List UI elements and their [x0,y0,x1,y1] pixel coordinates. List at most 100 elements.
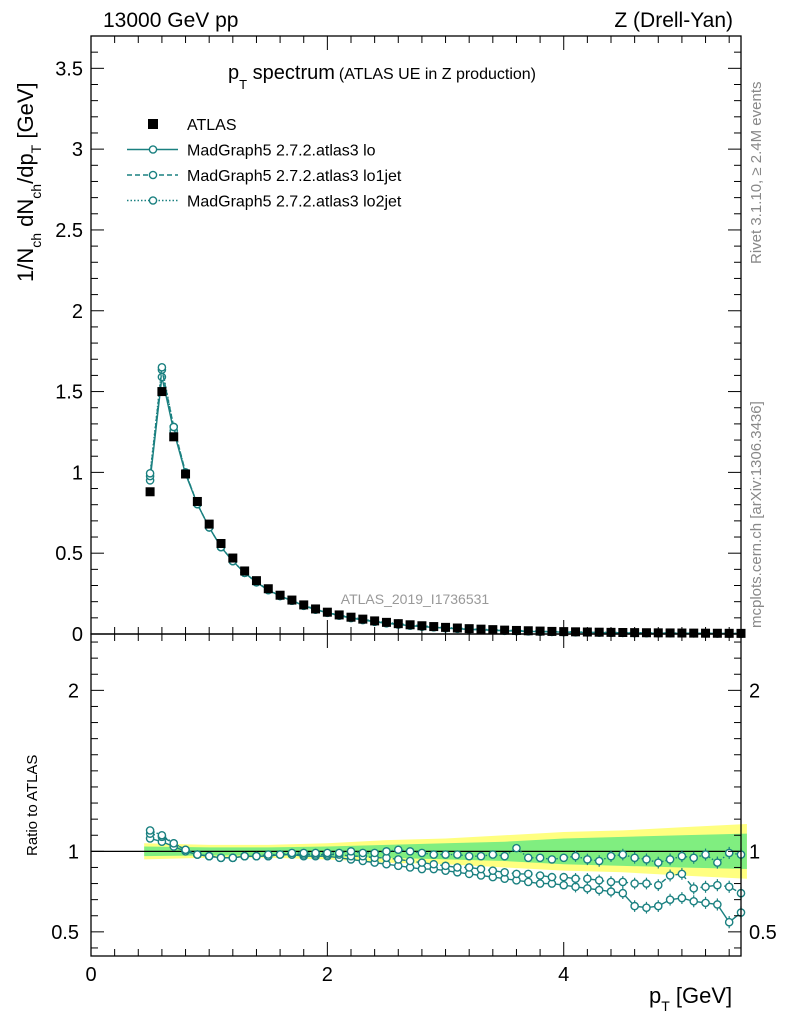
ratio-y-tick-label-right: 1 [749,841,760,863]
ratio-mc-point [252,851,261,861]
ratio-mc-point [665,895,675,904]
ratio-mc-point [689,896,699,906]
main-y-ticks: 0 0.5 1 1.5 2 2.5 3 3.5 [55,51,741,646]
ratio-mc-point [653,901,663,911]
ratio-mc-point [523,853,533,863]
main-panel: 0 0.5 1 1.5 2 2.5 3 3.5 [55,35,746,646]
ratio-mc-point [323,848,332,858]
main-data-point [665,628,675,638]
ratio-mc-point [523,877,533,887]
main-data-point [275,590,285,600]
main-data-point [689,628,699,638]
ratio-mc-point [653,858,663,867]
main-data-point [405,620,415,630]
ratio-mc-point [713,858,722,867]
main-data-point [641,628,651,638]
ratio-mc-point [724,882,734,892]
ratio-mc-point [476,864,486,874]
ratio-mc-point [724,848,734,858]
ratio-mc-point [157,830,167,840]
ratio-mc-point [263,850,273,859]
ratio-frame [90,633,742,957]
legend-marker [148,196,158,205]
main-data-point [547,626,557,636]
ratio-mc-point [275,850,285,859]
ratio-mc-point [547,855,557,864]
ratio-y-tick-label-right: 2 [749,680,760,702]
plot-title: pT spectrum (ATLAS UE in Z production) [228,62,536,92]
main-mc-point [145,468,155,478]
ratio-mc-point [417,848,427,858]
ratio-y-tick-label-right: 0.5 [749,922,777,944]
ratio-mc-point [677,893,687,903]
ratio-mc-point [476,851,486,861]
ratio-mc-point [665,871,675,880]
main-data-point [381,617,391,627]
ratio-y-tick-label: 1 [68,841,79,863]
ratio-mc-point [547,872,557,882]
main-mc-point [157,363,167,372]
y-tick-label: 3 [72,139,83,161]
main-data-point [334,610,344,620]
main-series-line [149,367,742,635]
ratio-mc-point [583,884,592,893]
ratio-mc-point [382,847,391,856]
ratio-y-tick-label: 0.5 [51,922,79,944]
ratio-mc-point [642,903,651,913]
ratio-mc-point [311,848,320,858]
ratio-mc-point [405,847,415,856]
ratio-mc-point [181,845,190,855]
ratio-mc-point [216,853,226,863]
main-data-point [618,627,628,637]
y-tick-label: 3.5 [55,58,83,80]
main-data-point [299,600,309,610]
main-data-point [322,607,332,617]
ratio-mc-point [606,877,616,887]
main-mc-point [169,422,179,432]
main-data-point [228,553,238,563]
ratio-mc-point [583,874,592,884]
ratio-mc-point [145,826,155,835]
ratio-series-layer [145,826,746,929]
ratio-mc-point [488,866,498,875]
ratio-mc-point [334,848,344,858]
y-tick-label: 2 [72,301,83,323]
ratio-mc-point [618,850,628,859]
main-data-point [240,566,250,576]
ratio-mc-point [429,850,439,859]
x-tick-label: 2 [322,964,333,986]
ratio-mc-point [488,850,498,859]
main-data-point [370,616,380,626]
main-data-point [181,469,191,479]
main-data-point [571,627,581,637]
ratio-mc-point [429,859,439,869]
ratio-mc-point [405,856,415,866]
ratio-y-axis-label: Ratio to ATLAS [24,755,41,856]
ratio-mc-point [240,851,249,861]
main-data-point [594,627,604,637]
main-data-point [358,614,368,624]
x-tick-label: 4 [558,964,569,986]
ratio-mc-point [287,848,297,858]
x-axis-label: pT [GeV] [649,983,732,1014]
main-data-point [393,619,403,629]
ratio-mc-point [441,850,450,859]
ratio-mc-point [193,850,202,859]
x-tick-label: 0 [85,964,96,986]
ratio-mc-point [594,885,604,895]
ratio-mc-point [689,884,699,893]
ratio-mc-point [500,851,509,861]
ratio-mc-point [559,880,569,890]
main-x-ticks [90,36,730,634]
ratio-mc-point [393,845,403,855]
ratio-mc-point [713,900,722,909]
y-tick-label: 1 [72,462,83,484]
legend-data-marker [148,119,158,129]
main-data-point [251,576,261,586]
ratio-mc-point [417,858,427,867]
ratio-mc-point [642,855,651,864]
legend-marker [148,145,158,154]
legend-label: MadGraph5 2.7.2.atlas3 lo [187,143,376,160]
main-data-point [287,595,297,605]
